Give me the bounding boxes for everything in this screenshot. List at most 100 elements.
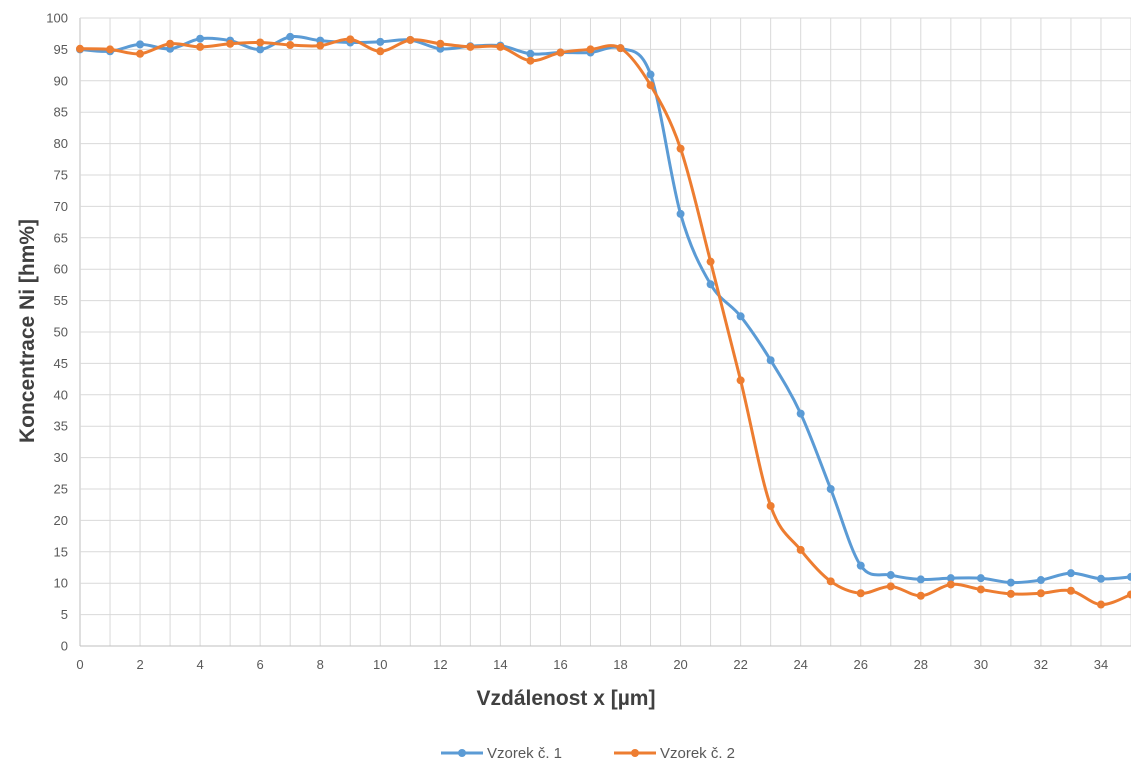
data-point [436,39,445,48]
x-tick-labels: 0 2 4 6 8 10 12 14 16 18 20 22 24 26 28 30 32 34 [76,657,1108,672]
y-tick-label: 90 [54,73,68,88]
data-point [346,35,355,44]
data-point [796,545,805,554]
y-tick-label: 15 [54,544,68,559]
data-point [526,56,535,65]
y-tick-label: 5 [61,607,68,622]
data-point [376,37,385,46]
y-tick-label: 50 [54,325,68,340]
data-point [706,257,715,266]
legend: Vzorek č. 1 Vzorek č. 2 [441,745,735,762]
data-point [106,45,115,54]
data-point [1127,590,1131,599]
data-point [496,42,505,51]
data-point [256,45,265,54]
data-point [916,575,925,584]
x-tick-label: 0 [76,657,83,672]
y-axis-title: Koncentrace Ni [hm%] [16,219,39,443]
data-point [826,485,835,493]
data-point [256,38,265,47]
data-point [976,574,985,583]
data-point [586,45,595,54]
data-point [406,35,415,44]
data-point [676,144,685,153]
y-tick-label: 35 [54,419,68,434]
data-point [646,70,655,79]
series-1 [76,32,1131,587]
data-point [1066,569,1075,578]
y-tick-label: 60 [54,262,68,277]
legend-swatch-marker [631,749,639,757]
data-point [166,39,175,48]
x-tick-label: 28 [914,657,928,672]
data-point [1036,576,1045,585]
data-point [766,501,775,510]
y-tick-label: 55 [54,293,68,308]
y-tick-label: 45 [54,356,68,371]
data-point [316,41,325,50]
x-tick-label: 24 [793,657,807,672]
x-tick-label: 26 [854,657,868,672]
horizontal-gridlines [80,17,1131,647]
y-tick-label: 70 [54,199,68,214]
x-tick-label: 34 [1094,657,1108,672]
x-tick-label: 32 [1034,657,1048,672]
data-point [286,41,295,50]
x-tick-label: 20 [673,657,687,672]
y-tick-label: 80 [54,136,68,151]
data-point [796,409,805,418]
data-point [1066,586,1075,595]
series-line [79,37,1131,607]
data-point [196,34,205,43]
x-tick-label: 6 [257,657,264,672]
y-tick-label: 40 [54,387,68,402]
data-point [886,571,895,580]
x-tick-label: 30 [974,657,988,672]
y-tick-label: 30 [54,450,68,465]
data-point [736,312,745,321]
data-point [646,81,655,90]
x-tick-label: 12 [433,657,447,672]
x-tick-label: 18 [613,657,627,672]
x-tick-label: 16 [553,657,567,672]
legend-label: Vzorek č. 2 [660,745,735,762]
x-tick-label: 10 [373,657,387,672]
data-point [136,40,145,49]
data-point [736,376,745,385]
legend-item-1: Vzorek č. 1 [441,745,562,762]
data-point [916,591,925,600]
data-point [1127,572,1131,581]
x-tick-label: 22 [733,657,747,672]
y-tick-label: 100 [46,11,68,26]
y-tick-label: 0 [61,639,68,654]
series-2 [76,35,1131,609]
x-tick-label: 8 [317,657,324,672]
data-point [196,42,205,51]
data-point [226,39,235,48]
data-point [826,577,835,586]
legend-swatch-marker [458,749,466,757]
data-point [556,48,565,57]
data-point [1006,589,1015,598]
y-tick-label: 95 [54,42,68,57]
y-tick-label: 85 [54,105,68,120]
data-point [676,209,685,218]
data-point [616,44,625,53]
data-point [136,49,145,58]
data-point [76,44,84,53]
series-line [79,35,1131,585]
y-tick-label: 75 [54,168,68,183]
data-point [286,32,295,41]
legend-item-2: Vzorek č. 2 [614,745,735,762]
data-point [946,574,955,583]
data-point [526,49,535,58]
data-point [766,356,775,365]
data-point [976,585,985,594]
x-tick-label: 14 [493,657,507,672]
data-point [856,589,865,598]
data-point [376,47,385,56]
x-tick-label: 2 [136,657,143,672]
y-tick-label: 25 [54,482,68,497]
data-point [886,582,895,591]
